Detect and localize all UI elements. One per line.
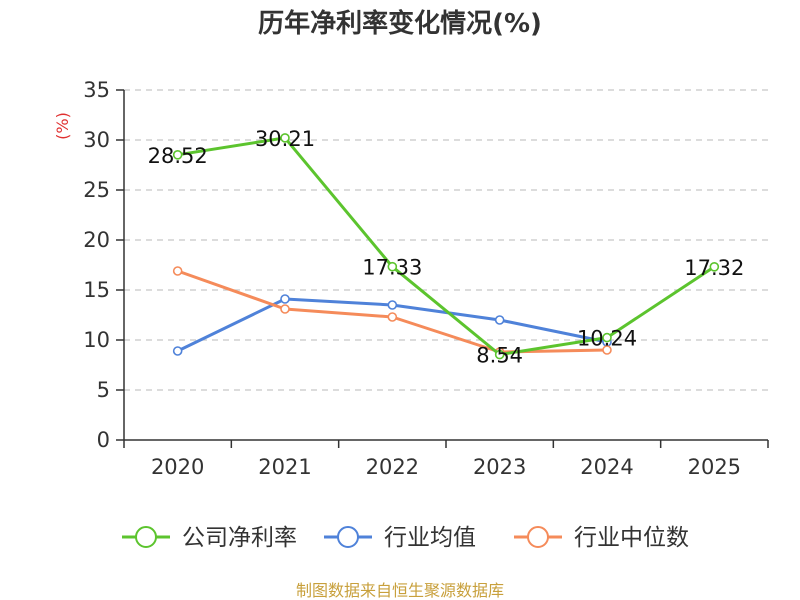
x-tick-label: 2023 <box>473 455 526 479</box>
data-point[interactable] <box>280 304 290 314</box>
legend-label: 公司净利率 <box>182 525 297 551</box>
source-note: 制图数据来自恒生聚源数据库 <box>296 581 504 600</box>
data-point[interactable] <box>280 133 290 143</box>
chart-title: 历年净利率变化情况(%) <box>258 8 542 39</box>
legend[interactable]: 公司净利率 行业均值 行业中位数 <box>122 525 689 551</box>
data-point[interactable] <box>709 261 720 272</box>
x-tick-label: 2025 <box>688 455 741 479</box>
data-point[interactable] <box>387 261 398 272</box>
legend-item[interactable]: 公司净利率 <box>122 525 297 551</box>
y-tick-label: 0 <box>97 428 110 452</box>
y-tick-label: 10 <box>83 328 110 352</box>
data-label: 8.54 <box>476 344 523 368</box>
data-point[interactable] <box>172 266 183 276</box>
data-point[interactable] <box>602 332 612 343</box>
legend-marker <box>527 526 549 548</box>
data-point[interactable] <box>494 349 505 360</box>
legend-label: 行业中位数 <box>574 525 689 551</box>
y-axis-unit: (%) <box>53 112 72 140</box>
data-point[interactable] <box>172 150 183 160</box>
legend-item[interactable]: 行业中位数 <box>514 525 689 551</box>
x-tick-label: 2021 <box>258 455 311 479</box>
y-tick-label: 25 <box>83 178 110 202</box>
x-tick-label: 2022 <box>366 455 419 479</box>
y-tick-label: 5 <box>97 378 110 402</box>
data-point[interactable] <box>387 312 398 322</box>
y-tick-label: 30 <box>83 128 110 152</box>
y-tick-label: 15 <box>83 278 110 302</box>
data-label: 17.32 <box>684 256 744 280</box>
data-label: 28.52 <box>148 144 208 168</box>
y-tick-label: 20 <box>83 228 110 252</box>
legend-item[interactable]: 行业均值 <box>324 525 476 551</box>
legend-label: 行业均值 <box>384 525 476 551</box>
data-point[interactable] <box>494 315 505 325</box>
legend-marker <box>135 526 157 548</box>
series-group <box>172 133 720 360</box>
legend-marker <box>337 526 359 548</box>
x-tick-label: 2020 <box>151 455 204 479</box>
data-label: 10.24 <box>577 327 637 351</box>
data-label: 17.33 <box>362 256 422 280</box>
data-point[interactable] <box>172 346 183 356</box>
data-point[interactable] <box>280 294 290 304</box>
y-tick-label: 35 <box>83 78 110 102</box>
data-point[interactable] <box>602 345 612 355</box>
x-tick-label: 2024 <box>580 455 633 479</box>
data-label: 30.21 <box>255 127 315 151</box>
data-labels: 28.52 30.21 17.33 8.54 10.24 17.32 <box>148 127 745 368</box>
series-line <box>177 136 716 357</box>
grid <box>124 89 768 391</box>
data-point[interactable] <box>387 300 398 310</box>
